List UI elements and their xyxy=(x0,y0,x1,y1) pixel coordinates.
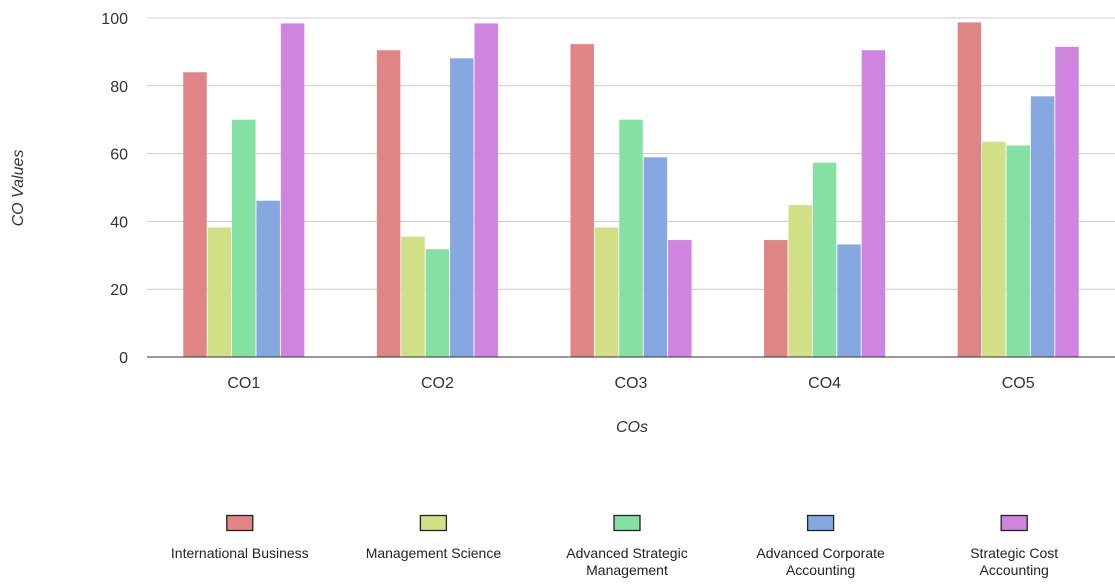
bar xyxy=(280,23,305,357)
y-tick-label: 80 xyxy=(110,79,128,96)
bar xyxy=(764,240,788,357)
y-tick-label: 20 xyxy=(110,282,128,299)
bar xyxy=(232,119,256,357)
bar xyxy=(982,141,1006,357)
x-tick-label: CO4 xyxy=(808,375,841,392)
bar xyxy=(1030,96,1055,358)
x-tick-labels: CO1 CO2 CO3 CO4 CO5 xyxy=(227,375,1034,392)
y-tick-label: 40 xyxy=(110,214,128,231)
legend-label: Advanced Corporate Accounting xyxy=(756,545,885,578)
x-tick-label: CO1 xyxy=(227,375,260,392)
x-axis-title: COs xyxy=(616,419,648,436)
y-axis-title: CO Values xyxy=(10,150,27,227)
bar xyxy=(668,240,692,357)
legend-swatch xyxy=(1000,514,1028,532)
x-tick-label: CO3 xyxy=(615,375,648,392)
bar xyxy=(376,50,401,358)
bar xyxy=(207,227,232,357)
legend-swatch xyxy=(613,514,641,532)
y-tick-label: 0 xyxy=(119,350,128,367)
bar xyxy=(861,50,886,358)
legend-item: International Business xyxy=(171,514,309,561)
bar xyxy=(425,249,450,357)
legend-label: Management Science xyxy=(366,545,502,561)
legend-item: Strategic Cost Accounting xyxy=(970,514,1058,578)
y-tick-labels: 0 20 40 60 80 100 xyxy=(101,11,128,367)
legend: International Business Management Science… xyxy=(171,514,1058,578)
legend-swatch xyxy=(226,514,254,532)
bar xyxy=(619,119,643,357)
legend-swatch xyxy=(806,514,835,532)
bar xyxy=(450,58,474,357)
legend-label: Strategic Cost Accounting xyxy=(970,545,1058,578)
bar xyxy=(1055,46,1079,357)
bars xyxy=(183,22,1079,358)
y-tick-label: 100 xyxy=(101,11,128,28)
bar xyxy=(812,162,837,357)
x-tick-label: CO2 xyxy=(421,375,454,392)
bar xyxy=(256,200,280,357)
y-tick-label: 60 xyxy=(110,147,128,164)
bar xyxy=(183,72,207,358)
legend-item: Advanced Strategic Management xyxy=(566,514,688,578)
bar xyxy=(570,44,594,358)
bar xyxy=(643,157,668,357)
bar xyxy=(1006,145,1030,357)
bar xyxy=(837,244,861,357)
bar xyxy=(594,227,619,357)
legend-item: Advanced Corporate Accounting xyxy=(756,514,885,578)
bar xyxy=(788,205,812,357)
bar xyxy=(401,236,425,357)
legend-item: Management Science xyxy=(366,514,502,561)
bar xyxy=(957,22,982,357)
x-tick-label: CO5 xyxy=(1002,375,1035,392)
bar xyxy=(474,23,498,357)
legend-swatch xyxy=(419,514,448,532)
legend-label: Advanced Strategic Management xyxy=(566,545,687,578)
legend-label: International Business xyxy=(171,545,309,561)
